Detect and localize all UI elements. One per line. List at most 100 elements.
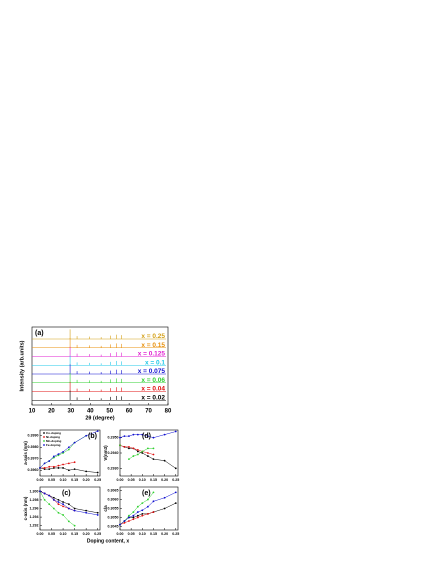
series-line xyxy=(119,492,176,525)
x-tick-label: 0.20 xyxy=(161,532,168,536)
series-line xyxy=(39,491,75,526)
point xyxy=(119,444,121,447)
legend-marker xyxy=(43,432,45,434)
point xyxy=(141,512,144,515)
x-tick-label: 0.10 xyxy=(139,532,146,536)
point xyxy=(152,447,155,450)
point xyxy=(39,490,41,493)
y-axis-label: a-axis (nm) xyxy=(23,441,28,465)
point xyxy=(67,469,70,472)
series-label: x = 0.04 xyxy=(141,386,165,393)
point xyxy=(136,514,139,517)
point xyxy=(57,499,60,501)
point xyxy=(96,511,99,514)
y-axis-label: Intensity (arb.units) xyxy=(19,340,25,391)
point xyxy=(152,500,155,503)
point xyxy=(163,507,166,510)
point xyxy=(85,470,88,473)
series-label: x = 0.25 xyxy=(141,333,165,340)
point xyxy=(141,502,144,505)
point xyxy=(62,463,64,466)
point xyxy=(48,494,51,497)
point xyxy=(96,430,99,433)
point xyxy=(67,446,70,449)
point xyxy=(152,453,155,456)
y-tick-label: 0.2930 xyxy=(108,466,119,470)
point xyxy=(128,516,130,519)
x-tick-label: 20 xyxy=(48,409,55,415)
point xyxy=(136,449,139,451)
panel-label: (d) xyxy=(142,433,151,440)
x-tick-label: 0.15 xyxy=(150,478,157,482)
y-tick-label: 0.3980 xyxy=(28,445,39,449)
x-tick-label: 0.00 xyxy=(117,532,124,536)
point xyxy=(174,430,177,433)
legend-label: Mn-doping xyxy=(46,439,61,443)
x-tick-label: 0.20 xyxy=(83,532,90,536)
legend-marker xyxy=(43,440,45,442)
series-label: x = 0.02 xyxy=(141,394,165,401)
point xyxy=(73,507,76,510)
point xyxy=(152,511,155,513)
x-tick-label: 0.20 xyxy=(83,478,90,482)
point xyxy=(62,467,64,469)
point xyxy=(119,436,121,439)
point xyxy=(163,433,166,436)
series-label: x = 0.15 xyxy=(141,342,165,349)
x-tick-label: 30 xyxy=(68,409,75,415)
x-tick-label: 50 xyxy=(106,409,113,415)
x-tick-label: 0.05 xyxy=(48,532,55,536)
point xyxy=(57,467,60,469)
point xyxy=(146,435,149,438)
point xyxy=(67,503,70,506)
x-tick-label: 0.25 xyxy=(172,532,179,536)
x-tick-label: 0.15 xyxy=(71,478,78,482)
series-label: x = 0.1 xyxy=(145,359,165,366)
point xyxy=(43,492,46,495)
x-tick-label: 0.00 xyxy=(37,532,44,536)
point xyxy=(152,458,155,461)
point xyxy=(57,464,60,467)
legend-marker xyxy=(43,444,45,446)
y-tick-label: 0.3990 xyxy=(28,434,39,438)
x-tick-label: 0.10 xyxy=(139,478,146,482)
x-tick-label: 0.00 xyxy=(117,478,124,482)
point xyxy=(146,447,149,450)
y-tick-label: 0.2940 xyxy=(108,451,119,455)
point xyxy=(52,465,55,468)
series-line xyxy=(128,448,154,460)
point xyxy=(67,507,70,510)
point xyxy=(132,518,135,521)
point xyxy=(141,509,144,512)
point xyxy=(146,498,149,501)
plot-frame xyxy=(39,429,101,477)
point xyxy=(136,453,139,456)
x-tick-label: 60 xyxy=(126,409,133,415)
y-tick-label: 0.3050 xyxy=(108,515,119,519)
point xyxy=(163,459,166,462)
x-tick-label: 0.25 xyxy=(172,478,179,482)
point xyxy=(152,491,155,494)
point xyxy=(43,467,46,469)
point xyxy=(141,452,144,454)
x-tick-label: 0.10 xyxy=(60,532,67,536)
point xyxy=(128,435,130,438)
point xyxy=(132,433,135,436)
point xyxy=(57,453,60,456)
point xyxy=(52,496,55,499)
series-line xyxy=(39,430,98,469)
x-tick-label: 70 xyxy=(145,409,152,415)
point xyxy=(73,468,76,470)
point xyxy=(136,450,139,453)
point xyxy=(57,511,60,514)
point xyxy=(48,460,51,462)
point xyxy=(96,471,99,474)
point xyxy=(146,452,149,454)
point xyxy=(136,505,139,508)
series-line xyxy=(39,467,98,473)
x-tick-label: 0.05 xyxy=(128,478,135,482)
point xyxy=(132,447,135,450)
point xyxy=(128,447,130,450)
plot-frame xyxy=(31,326,169,406)
point xyxy=(174,467,177,470)
